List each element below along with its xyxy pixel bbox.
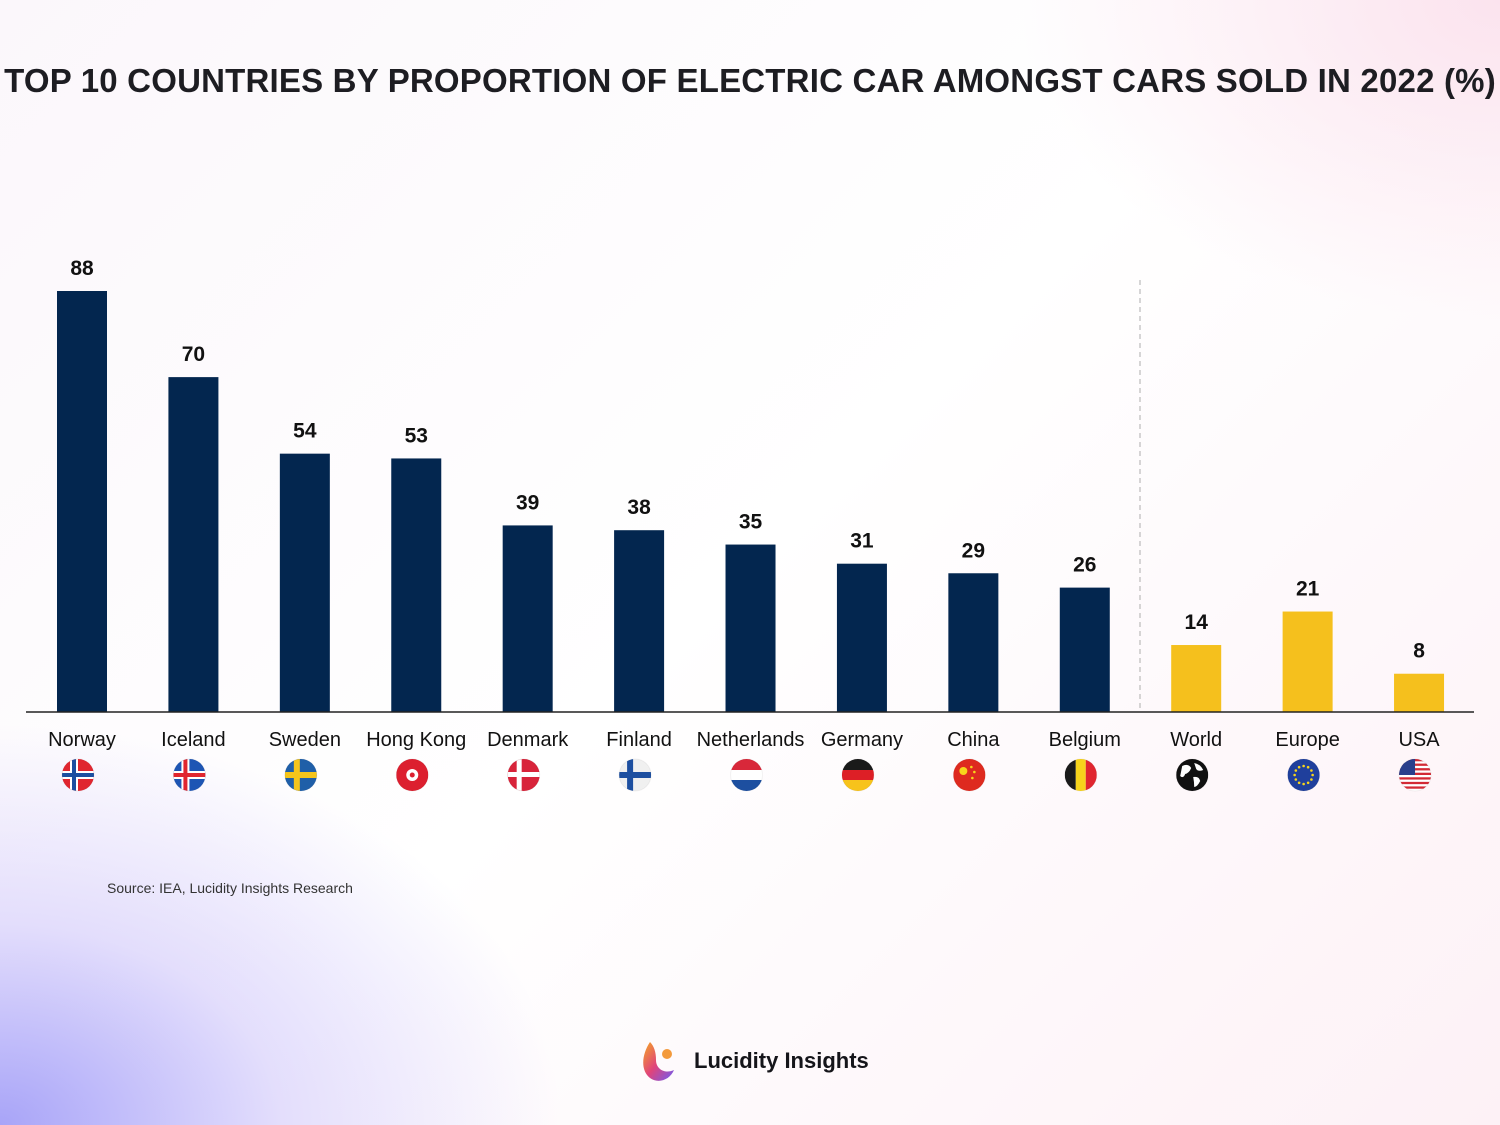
bar-netherlands: [725, 544, 776, 712]
data-label: 21: [1296, 578, 1320, 601]
netherlands-flag-icon: [730, 758, 764, 792]
source-note: Source: IEA, Lucidity Insights Research: [107, 880, 353, 896]
china-flag-icon: [952, 758, 986, 792]
eu-flag-icon: [1287, 758, 1321, 792]
data-label: 8: [1413, 640, 1425, 663]
bar-hong-kong: [391, 458, 442, 712]
category-label: Denmark: [487, 729, 569, 751]
denmark-flag-icon: [507, 758, 541, 792]
bar-europe: [1282, 611, 1333, 712]
data-label: 38: [627, 496, 651, 519]
bar-denmark: [502, 525, 553, 712]
data-label: 29: [962, 539, 985, 562]
category-label: USA: [1398, 729, 1440, 751]
hong-kong-flag-icon: [395, 758, 429, 792]
category-label: Belgium: [1049, 729, 1121, 751]
brand-logo: Lucidity Insights: [640, 1040, 869, 1082]
category-label: Europe: [1275, 729, 1340, 751]
category-label: Norway: [48, 729, 116, 751]
chart-title: TOP 10 COUNTRIES BY PROPORTION OF ELECTR…: [4, 62, 1496, 99]
norway-flag-icon: [61, 758, 95, 792]
iceland-flag-icon: [172, 758, 206, 792]
data-label: 26: [1073, 554, 1096, 577]
bar-norway: [57, 291, 107, 712]
category-label: China: [947, 729, 1000, 751]
brand-name: Lucidity Insights: [694, 1048, 869, 1073]
globe-icon: [1175, 758, 1209, 792]
bar-china: [948, 573, 999, 712]
data-label: 39: [516, 491, 539, 514]
category-label: Netherlands: [697, 729, 805, 751]
category-label: Hong Kong: [366, 729, 466, 751]
bar-germany: [836, 563, 887, 712]
data-label: 88: [70, 257, 94, 280]
germany-flag-icon: [841, 758, 875, 792]
category-label: Iceland: [161, 729, 226, 751]
lucidity-logo-icon: [643, 1042, 674, 1081]
category-label: World: [1170, 729, 1222, 751]
data-label: 35: [739, 511, 763, 534]
data-label: 31: [850, 530, 874, 553]
category-label: Finland: [606, 729, 672, 751]
bar-belgium: [1059, 587, 1110, 712]
category-label: Germany: [821, 729, 903, 751]
bar-usa: [1394, 673, 1445, 712]
bar-sweden: [279, 453, 330, 712]
data-label: 53: [405, 424, 428, 447]
data-label: 14: [1185, 611, 1209, 634]
bar-iceland: [168, 377, 219, 712]
bar-world: [1171, 645, 1222, 712]
data-label: 54: [293, 420, 317, 443]
finland-flag-icon: [618, 758, 652, 792]
belgium-flag-icon: [1064, 758, 1098, 792]
data-label: 70: [182, 343, 205, 366]
sweden-flag-icon: [284, 758, 318, 792]
category-label: Sweden: [269, 729, 341, 751]
usa-flag-icon: [1398, 758, 1432, 792]
bar-finland: [614, 530, 665, 712]
